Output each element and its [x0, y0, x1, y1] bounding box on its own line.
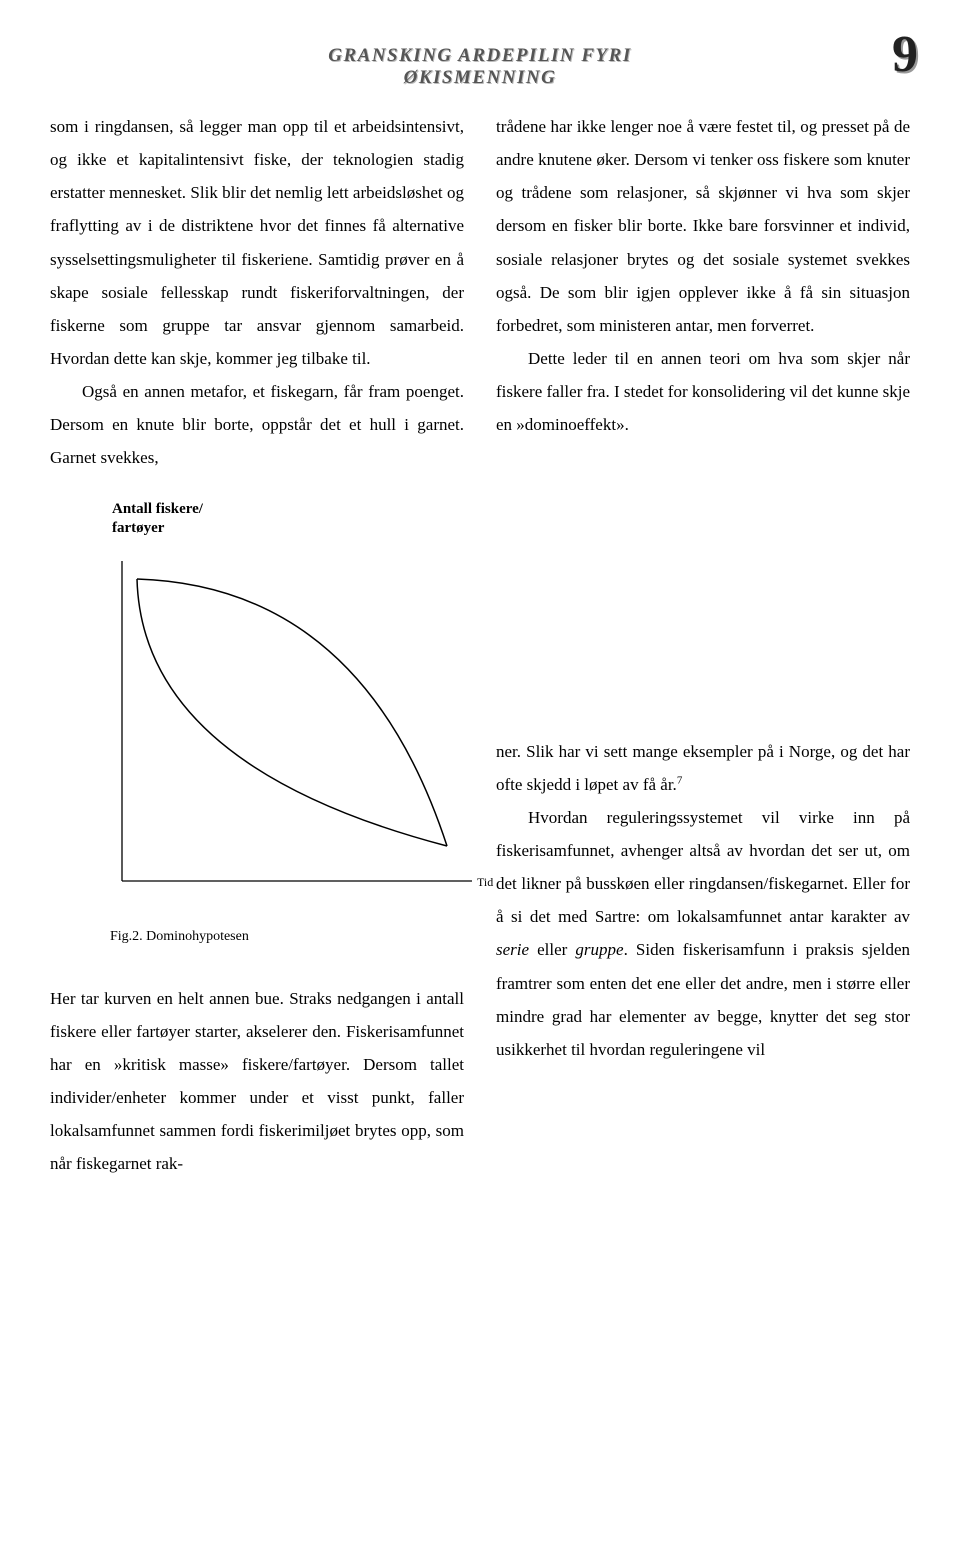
body-paragraph: Her tar kurven en helt annen bue. Straks… — [50, 982, 464, 1181]
page-header: GRANSKING ARDEPILIN FYRI ØKISMENNING 9 — [50, 30, 910, 92]
y-axis-label: Antall fiskere/ fartøyer — [112, 500, 910, 539]
body-paragraph: ner. Slik har vi sett mange eksempler på… — [496, 735, 910, 801]
body-paragraph: som i ringdansen, så legger man opp til … — [50, 110, 464, 375]
page-number: 9 — [892, 25, 918, 84]
top-text-columns: som i ringdansen, så legger man opp til … — [50, 110, 910, 475]
body-paragraph: Også en annen metafor, et fiskegarn, får… — [50, 375, 464, 474]
body-paragraph: trådene har ikke lenger noe å være feste… — [496, 110, 910, 342]
body-paragraph: Dette leder til en annen teori om hva so… — [496, 342, 910, 441]
x-axis-label: Tid — [477, 875, 493, 889]
top-left-column: som i ringdansen, så legger man opp til … — [50, 110, 464, 475]
lower-text-columns: Her tar kurven en helt annen bue. Straks… — [50, 735, 910, 1181]
lower-right-column: ner. Slik har vi sett mange eksempler på… — [496, 735, 910, 1181]
footnote-ref: 7 — [677, 774, 683, 786]
running-head: GRANSKING ARDEPILIN FYRI ØKISMENNING — [265, 45, 695, 89]
top-right-column: trådene har ikke lenger noe å være feste… — [496, 110, 910, 475]
body-paragraph: Hvordan reguleringssystemet vil virke in… — [496, 801, 910, 1066]
lower-left-column: Her tar kurven en helt annen bue. Straks… — [50, 735, 464, 1181]
